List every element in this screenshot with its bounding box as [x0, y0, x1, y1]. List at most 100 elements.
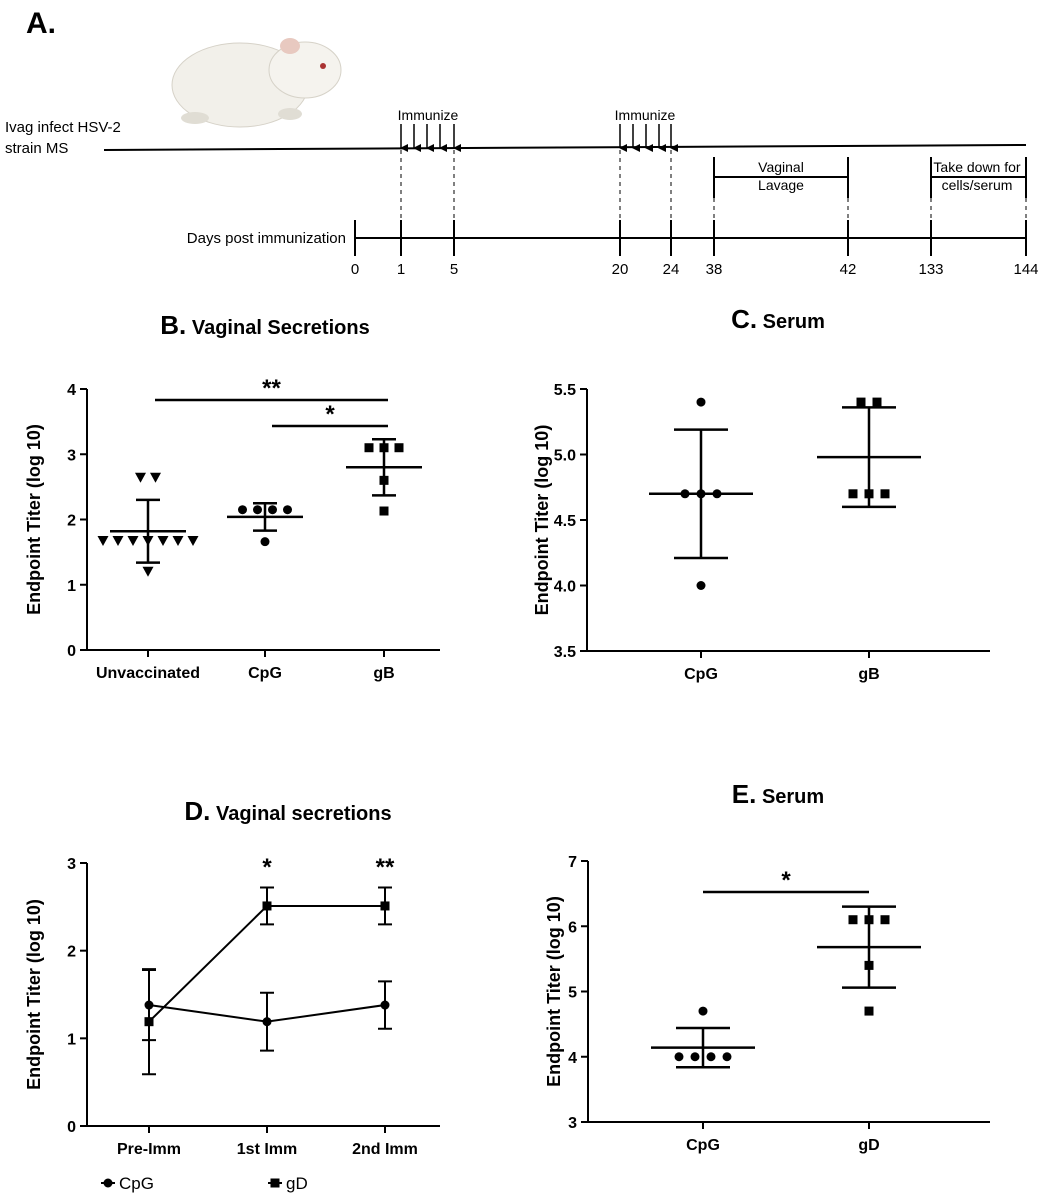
legend-label: CpG	[119, 1174, 154, 1193]
point	[880, 489, 890, 499]
takedown-label: Take down for	[933, 159, 1020, 175]
arrows	[400, 124, 678, 152]
chart-title: C. Serum	[731, 304, 825, 334]
x-tick-label: gB	[373, 665, 394, 682]
point	[268, 505, 277, 515]
point	[283, 505, 292, 515]
y-tick-label: 1	[67, 1031, 76, 1048]
significance-label: *	[781, 867, 791, 894]
point	[112, 536, 124, 547]
y-tick-label: 1	[67, 578, 76, 595]
panel-label: A.	[26, 7, 56, 40]
point	[706, 1052, 716, 1062]
y-tick-label: 4	[568, 1050, 577, 1067]
x-tick-label: gB	[858, 666, 879, 683]
lavage-label: Lavage	[758, 177, 804, 193]
point	[127, 536, 139, 547]
immunize-label: Immunize	[398, 107, 459, 123]
point	[696, 397, 706, 407]
y-tick-label: 3.5	[554, 644, 576, 661]
point	[848, 915, 858, 925]
lavage-bracket	[713, 157, 849, 198]
y-tick-label: 3	[67, 447, 76, 464]
y-tick-label: 4	[67, 382, 76, 399]
day-label: 133	[918, 261, 943, 278]
title-text: Serum	[762, 786, 824, 808]
y-tick-label: 0	[67, 1119, 76, 1136]
title-text: Vaginal Secretions	[192, 317, 370, 339]
chart: E. Serum Endpoint Titer (log 10) 3 4 5 6 7 CpG g…	[544, 779, 990, 1154]
point	[262, 901, 272, 911]
y-axis-label: Endpoint Titer (log 10)	[24, 424, 44, 615]
point	[722, 1052, 732, 1062]
point	[856, 397, 866, 407]
day-label: 24	[663, 261, 680, 278]
x-tick-label: 2nd Imm	[352, 1141, 418, 1158]
point	[674, 1052, 684, 1062]
title-text: Serum	[763, 311, 825, 333]
lavage-label: Vaginal	[758, 159, 804, 175]
day-label: 0	[351, 261, 359, 278]
day-label: 1	[397, 261, 405, 278]
point	[260, 537, 270, 547]
panel-a: A. Ivag infect HSV-2 strain MS Immunize …	[5, 7, 1027, 247]
chart: B. Vaginal Secretions Endpoint Titer (log…	[24, 310, 440, 682]
point	[135, 472, 146, 483]
significance-label: **	[376, 854, 395, 881]
x-tick-label: gD	[858, 1137, 879, 1154]
point	[394, 443, 404, 453]
day-label: 5	[450, 261, 458, 278]
point	[157, 536, 169, 547]
infection-label: Ivag infect HSV-2	[5, 119, 121, 136]
point	[238, 505, 247, 515]
point	[380, 1000, 390, 1010]
y-tick-label: 3	[568, 1115, 577, 1132]
y-tick-label: 4.0	[554, 579, 576, 596]
point	[187, 536, 199, 547]
chart-title: B. Vaginal Secretions	[160, 310, 369, 340]
y-tick-label: 5.0	[554, 448, 576, 465]
significance-label: *	[325, 401, 335, 428]
point	[172, 536, 184, 547]
y-tick-label: 3	[67, 856, 76, 873]
point	[253, 505, 262, 515]
legend-label: gD	[286, 1174, 308, 1193]
point	[380, 901, 390, 911]
days-axis-label: Days post immunization	[187, 230, 346, 247]
chart-title: E. Serum	[732, 779, 824, 809]
error-bar	[253, 501, 277, 532]
point	[144, 1017, 154, 1027]
x-tick-label: Unvaccinated	[96, 665, 200, 682]
y-tick-label: 2	[67, 944, 76, 961]
point	[379, 506, 389, 516]
point	[872, 397, 882, 407]
point	[364, 443, 374, 453]
day-label: 38	[706, 261, 723, 278]
error-bar	[842, 406, 896, 509]
chart: C. Serum Endpoint Titer (log 10) 3.5 4.0 4.5…	[532, 304, 990, 683]
day-label: 20	[612, 261, 629, 278]
panel-label: B.	[160, 310, 186, 340]
point	[97, 536, 109, 547]
point	[848, 489, 858, 499]
point	[864, 1006, 874, 1016]
infection-label: strain MS	[5, 140, 68, 157]
y-axis-label: Endpoint Titer (log 10)	[532, 425, 552, 616]
point	[142, 566, 154, 577]
point	[698, 1006, 708, 1016]
error-bar	[372, 437, 396, 497]
x-tick-label: CpG	[248, 665, 282, 682]
x-tick-label: CpG	[684, 666, 718, 683]
chart: D. Vaginal secretions Endpoint Titer (log…	[24, 796, 440, 1193]
immunize-label: Immunize	[615, 107, 676, 123]
error-bar	[674, 428, 728, 560]
significance-label: *	[262, 854, 272, 881]
point	[150, 472, 161, 483]
point	[262, 1017, 272, 1027]
panel-label: D.	[184, 796, 210, 826]
chart-title: D. Vaginal secretions	[184, 796, 391, 826]
error-bar	[676, 1026, 730, 1069]
guinea-pig-illustration	[171, 38, 342, 128]
point	[880, 915, 890, 925]
